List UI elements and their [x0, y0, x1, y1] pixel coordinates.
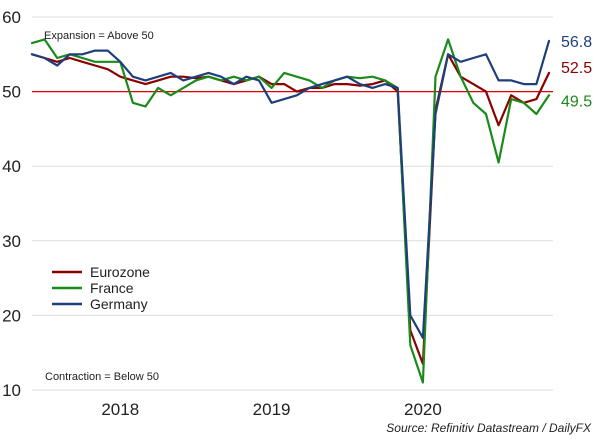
contraction-note: Contraction = Below 50 — [45, 371, 159, 383]
expansion-note: Expansion = Above 50 — [44, 30, 154, 42]
y-tick-label-60: 60 — [2, 8, 21, 27]
series-line-germany — [30, 39, 551, 339]
x-tick-label-2019: 2019 — [253, 400, 291, 419]
y-tick-label-40: 40 — [2, 157, 21, 176]
y-axis: 10 20 30 40 50 60 — [2, 8, 21, 400]
legend-label-germany: Germany — [90, 296, 148, 312]
source-note: Source: Refinitiv Datastream / DailyFX — [386, 421, 592, 435]
legend-label-france: France — [90, 280, 134, 296]
legend-label-eurozone: Eurozone — [90, 264, 150, 280]
x-tick-label-2018: 2018 — [101, 400, 139, 419]
series-lines — [30, 38, 551, 384]
series-line-eurozone — [30, 53, 551, 365]
gridlines — [32, 16, 553, 391]
end-label-france: 49.5 — [561, 93, 592, 110]
end-label-germany: 56.8 — [561, 34, 592, 51]
end-labels: 56.8 52.5 49.5 — [561, 34, 592, 110]
series-line-france — [30, 38, 551, 384]
y-tick-label-10: 10 — [2, 381, 21, 400]
end-label-eurozone: 52.5 — [561, 60, 592, 77]
y-tick-label-20: 20 — [2, 306, 21, 325]
y-tick-label-30: 30 — [2, 232, 21, 251]
y-tick-label-50: 50 — [2, 83, 21, 102]
x-axis: 2018 2019 2020 — [101, 400, 441, 419]
x-tick-label-2020: 2020 — [404, 400, 442, 419]
